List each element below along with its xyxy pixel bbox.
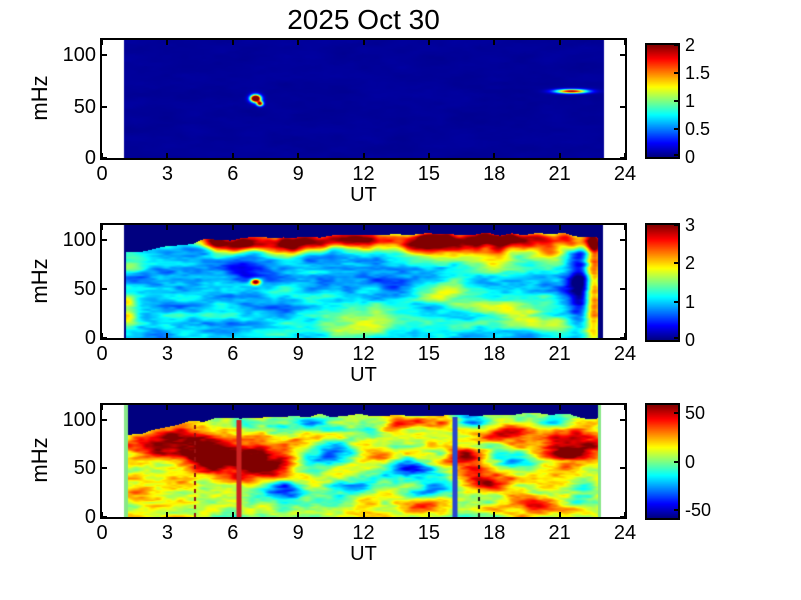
colorbar-tick-label: 1.5: [685, 63, 711, 83]
y-tick-label: 0: [84, 147, 96, 169]
colorbar-tick-label: 3: [685, 215, 696, 235]
x-tick-label: 15: [417, 343, 440, 365]
colorbar-1: [647, 45, 678, 157]
colorbar-tick-label: 0.5: [685, 119, 711, 139]
colorbar-tick-label: 50: [685, 402, 706, 423]
x-tick-label: 3: [161, 163, 173, 185]
x-tick-label: 12: [352, 343, 375, 365]
colorbar-tick-label: 1: [685, 291, 696, 312]
colorbar-2: [647, 225, 678, 340]
y-tick-label: 100: [62, 408, 96, 431]
figure-title: 2025 Oct 30: [287, 4, 440, 35]
x-tick-label: 9: [292, 522, 304, 544]
colorbar-tick-label: 2: [685, 35, 696, 55]
colorbar-tick-label: -50: [685, 500, 712, 521]
colorbar-tick-label: 2: [685, 253, 696, 274]
x-tick-label: 0: [96, 522, 108, 544]
colorbar-3: [647, 405, 678, 518]
colorbar-tick-label: 1: [685, 91, 696, 111]
x-tick-label: 12: [352, 522, 375, 544]
spectrogram-heatmap-3: [102, 405, 625, 517]
colorbar-tick-label: 0: [685, 147, 696, 167]
x-tick-label: 6: [227, 522, 239, 544]
x-tick-label: 18: [483, 522, 506, 544]
colorbar-tick-label: 0: [685, 451, 696, 472]
x-tick-label: 0: [96, 163, 108, 185]
x-tick-label: 15: [417, 522, 440, 544]
y-tick-label: 100: [62, 44, 96, 67]
x-tick-label: 18: [483, 163, 506, 185]
x-tick-label: 18: [483, 343, 506, 365]
x-tick-label: 24: [613, 522, 637, 544]
spectrogram-heatmap-2: [102, 225, 625, 338]
x-tick-label: 21: [548, 343, 571, 365]
y-tick-label: 50: [73, 277, 96, 300]
x-tick-label: 9: [292, 343, 304, 365]
x-axis-label: UT: [350, 543, 377, 565]
y-tick-label: 0: [84, 327, 96, 349]
x-tick-label: 15: [417, 163, 440, 185]
y-tick-label: 50: [73, 457, 96, 480]
y-tick-label: 100: [62, 228, 96, 251]
x-axis-label: UT: [350, 364, 377, 386]
x-tick-label: 3: [161, 522, 173, 544]
y-tick-label: 0: [84, 506, 96, 528]
x-tick-label: 6: [227, 343, 239, 365]
x-tick-label: 21: [548, 522, 571, 544]
x-tick-label: 9: [292, 163, 304, 185]
x-tick-label: 24: [613, 343, 637, 365]
x-tick-label: 21: [548, 163, 571, 185]
x-tick-label: 3: [161, 343, 173, 365]
x-tick-label: 0: [96, 343, 108, 365]
x-tick-label: 24: [613, 163, 637, 185]
colorbar-tick-label: 0: [685, 330, 696, 350]
y-tick-label: 50: [73, 95, 96, 118]
x-tick-label: 6: [227, 163, 239, 185]
spectrogram-heatmap-1: [102, 40, 625, 158]
x-axis-label: UT: [350, 184, 377, 206]
x-tick-label: 12: [352, 163, 375, 185]
